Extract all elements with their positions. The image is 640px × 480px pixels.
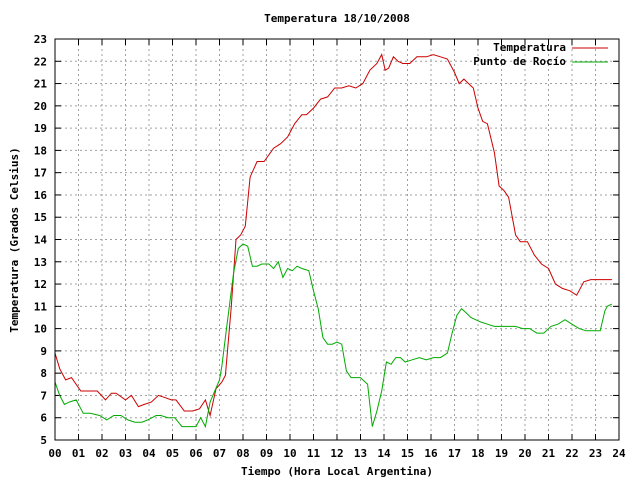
legend: Temperatura Punto de Rocío [473,41,608,68]
x-tick-label: 01 [72,447,86,460]
x-tick-label: 09 [260,447,273,460]
axis-ticks: 00 01 02 03 04 05 06 07 08 09 10 11 12 13 14 15 16 17 18 19… [34,33,626,460]
x-axis-label: Tiempo (Hora Local Argentina) [241,465,433,478]
x-tick-label: 23 [589,447,602,460]
y-tick-label: 10 [34,323,47,336]
x-tick-label: 04 [142,447,156,460]
x-tick-label: 06 [189,447,203,460]
series-line-punto-de-rocio [54,243,613,429]
x-tick-label: 03 [119,447,132,460]
x-tick-label: 13 [354,447,367,460]
y-tick-label: 18 [34,144,47,157]
x-tick-label: 08 [236,447,249,460]
y-tick-label: 21 [34,78,48,91]
y-tick-label: 11 [34,300,48,313]
x-tick-label: 14 [377,447,391,460]
x-tick-label: 16 [424,447,438,460]
y-tick-label: 19 [34,122,47,135]
y-tick-label: 13 [34,256,47,269]
y-tick-label: 23 [34,33,47,46]
x-tick-label: 22 [565,447,578,460]
y-tick-label: 22 [34,55,47,68]
x-tick-label: 02 [95,447,108,460]
x-tick-label: 18 [471,447,484,460]
y-tick-label: 15 [34,211,47,224]
x-tick-label: 19 [495,447,508,460]
x-tick-label: 07 [213,447,226,460]
y-tick-label: 8 [40,367,47,380]
x-tick-label: 11 [307,447,321,460]
series-lines [54,53,613,429]
x-tick-label: 20 [518,447,531,460]
chart-title: Temperatura 18/10/2008 [264,12,410,25]
y-tick-label: 5 [40,434,47,447]
y-tick-label: 9 [40,345,47,358]
y-tick-label: 7 [40,389,47,402]
x-tick-label: 21 [542,447,556,460]
x-tick-label: 00 [48,447,61,460]
x-tick-label: 17 [448,447,461,460]
x-tick-label: 10 [283,447,296,460]
y-tick-label: 16 [34,189,48,202]
y-tick-label: 6 [40,412,47,425]
y-tick-label: 20 [34,100,47,113]
legend-label-temperatura: Temperatura [493,41,566,54]
grid-lines [55,39,619,440]
x-tick-label: 12 [330,447,343,460]
x-tick-label: 24 [612,447,626,460]
y-tick-label: 17 [34,167,47,180]
x-tick-label: 15 [401,447,414,460]
x-tick-label: 05 [166,447,179,460]
y-tick-label: 14 [34,234,48,247]
series-line-temperatura [54,53,612,418]
legend-label-punto-de-rocio: Punto de Rocío [473,55,566,68]
y-tick-label: 12 [34,278,47,291]
plot-border [54,38,620,441]
y-axis-label: Temperatura (Grados Celsius) [8,147,21,332]
